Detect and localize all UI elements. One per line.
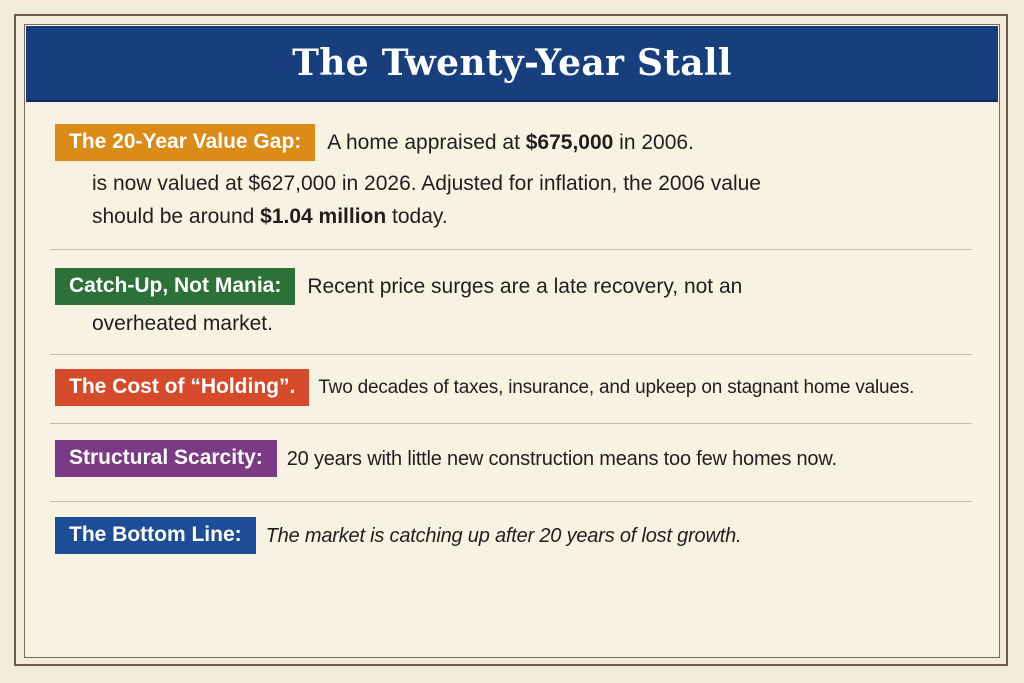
inner-frame <box>24 24 1000 658</box>
section-cost-of-holding: The Cost of “Holding”. Two decades of tax… <box>55 369 985 406</box>
divider <box>50 354 972 355</box>
structural-scarcity-text: 20 years with little new construction me… <box>286 447 837 470</box>
value-gap-line-3-pre: should be around <box>92 205 261 228</box>
divider <box>50 249 972 250</box>
value-gap-line-3-post: today. <box>386 205 448 228</box>
value-gap-text-post: in 2006. <box>613 130 694 154</box>
value-gap-line-2: is now valued at $627,000 in 2026. Adjus… <box>92 172 761 195</box>
page-title: The Twenty-Year Stall <box>292 42 732 84</box>
cost-of-holding-text: Two decades of taxes, insurance, and upk… <box>318 376 915 398</box>
section-bottom-line: The Bottom Line: The market is catching u… <box>55 517 985 554</box>
section-structural-scarcity: Structural Scarcity: 20 years with little… <box>55 440 985 477</box>
catch-up-text: Recent price surges are a late recovery,… <box>307 274 743 298</box>
bottom-line-tag: The Bottom Line: <box>55 517 256 554</box>
structural-scarcity-tag: Structural Scarcity: <box>55 440 277 477</box>
title-banner: The Twenty-Year Stall <box>26 26 998 102</box>
catch-up-line-2: overheated market. <box>92 312 273 335</box>
value-gap-text-pre: A home appraised at <box>327 130 526 154</box>
catch-up-tag: Catch-Up, Not Mania: <box>55 268 296 305</box>
divider <box>50 501 972 502</box>
value-gap-line-3-bold: $1.04 million <box>260 205 387 228</box>
value-gap-text-bold: $675,000 <box>525 130 614 154</box>
bottom-line-text: The market is catching up after 20 years… <box>265 524 742 547</box>
section-value-gap: The 20-Year Value Gap: A home appraised a… <box>55 124 985 233</box>
outer-frame <box>14 14 1008 666</box>
value-gap-line-3: should be around $1.04 million today. <box>55 200 985 233</box>
value-gap-tag: The 20-Year Value Gap: <box>55 124 316 161</box>
section-catch-up: Catch-Up, Not Mania: Recent price surges … <box>55 268 985 340</box>
divider <box>50 423 972 424</box>
cost-of-holding-tag: The Cost of “Holding”. <box>55 369 310 406</box>
